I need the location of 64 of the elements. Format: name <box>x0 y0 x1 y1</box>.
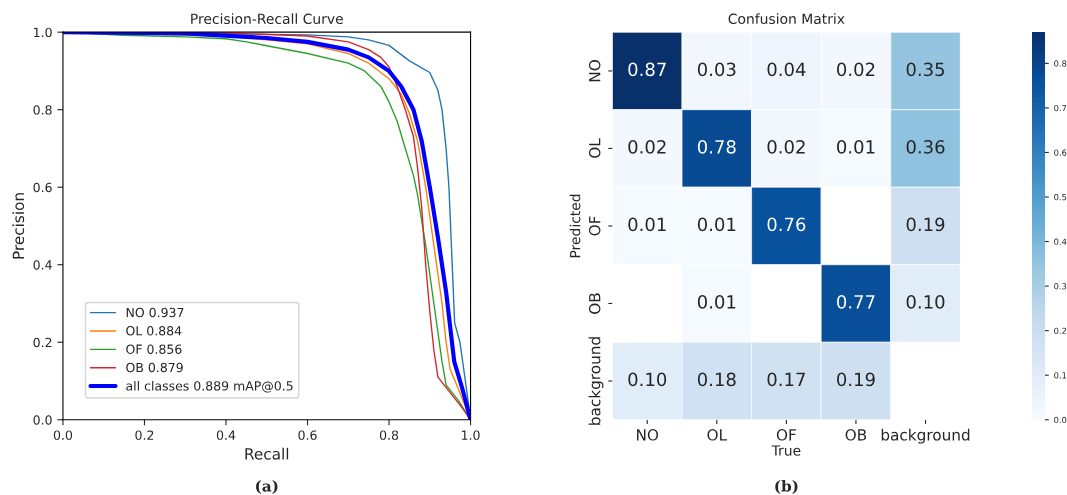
y-tick-label: 0.4 <box>33 260 52 270</box>
y-axis-title: Precision <box>12 193 25 259</box>
data-label: 0.01 <box>837 140 875 154</box>
data-label: 0.03 <box>697 62 736 77</box>
legend-label: OF 0.856 <box>126 344 182 354</box>
data-label: 0.19 <box>906 217 945 232</box>
data-label: 0.17 <box>767 372 805 387</box>
y-tick-label: 1.0 <box>34 27 52 38</box>
y-tick-label: 0.8 <box>33 105 52 115</box>
y-tick-label: 0.6 <box>33 182 52 193</box>
data-label: 0.35 <box>906 62 945 77</box>
color-bar-label: 0.8 <box>1054 60 1067 67</box>
text: (a) <box>256 479 278 494</box>
y-tick-label: 0.0 <box>33 415 52 425</box>
color-bar-label: 0.0 <box>1054 416 1067 424</box>
data-label: 0.77 <box>837 295 875 309</box>
data-label: 0.76 <box>767 217 806 232</box>
x-tick-label: OB <box>845 429 867 441</box>
color-bar-label: 0.7 <box>1054 104 1067 112</box>
data-label: 0.01 <box>628 217 666 232</box>
y-tick-label: OL <box>588 138 601 158</box>
x-tick-label: 0.0 <box>53 430 73 440</box>
legend-label: NO 0.937 <box>126 307 184 318</box>
x-axis-title: True <box>771 445 801 456</box>
data-label: 0.36 <box>906 140 945 154</box>
x-tick-label: 0.6 <box>298 430 317 440</box>
y-axis-title: Predicted <box>569 194 581 258</box>
data-label: 0.01 <box>697 295 736 309</box>
x-tick-label: 0.4 <box>216 430 236 440</box>
data-label: 0.87 <box>628 62 666 77</box>
x-axis-title: Recall <box>245 447 289 460</box>
legend-label: all classes 0.889 mAP@0.5 <box>126 380 293 393</box>
chart-title: Confusion Matrix <box>728 13 845 25</box>
x-tick-label: 1.0 <box>461 430 480 440</box>
data-label: 0.02 <box>837 62 875 77</box>
y-tick-label: NO <box>588 60 601 82</box>
color-bar-label: 0.5 <box>1054 193 1067 201</box>
x-tick-label: 0.8 <box>379 430 399 440</box>
legend-label: OB 0.879 <box>126 362 183 373</box>
color-bar-label: 0.2 <box>1054 327 1067 334</box>
data-label: 0.18 <box>697 372 736 387</box>
data-label: 0.10 <box>628 372 667 387</box>
data-label: 0.19 <box>837 372 875 387</box>
data-label: 0.78 <box>697 140 736 154</box>
color-bar-label: 0.3 <box>1054 283 1067 290</box>
chart-title: Precision-Recall Curve <box>191 13 343 25</box>
data-label: 0.04 <box>767 62 806 77</box>
x-tick-label: OF <box>776 429 796 441</box>
x-tick-label: NO <box>637 429 659 441</box>
color-bar-label: 0.6 <box>1054 149 1067 156</box>
data-label: 0.10 <box>906 295 945 309</box>
text: (b) <box>775 479 798 494</box>
color-bar-label: 0.1 <box>1054 372 1067 379</box>
legend-label: OL 0.884 <box>126 326 182 336</box>
y-tick-label: 0.2 <box>33 337 52 348</box>
x-tick-label: background <box>881 428 970 444</box>
y-tick-label: OF <box>588 216 601 236</box>
data-label: 0.02 <box>628 140 666 154</box>
data-label: 0.02 <box>767 140 805 154</box>
y-tick-label: OB <box>588 293 601 314</box>
data-label: 0.01 <box>697 217 736 232</box>
color-bar-label: 0.4 <box>1054 238 1067 245</box>
x-tick-label: 0.2 <box>135 430 154 440</box>
x-tick-label: OL <box>707 429 727 441</box>
